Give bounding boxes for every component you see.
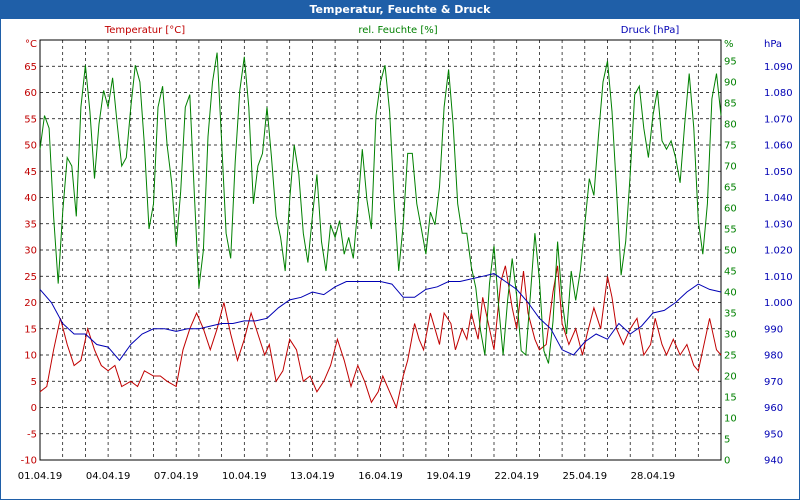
y-tick-label-humidity: 40: [724, 288, 737, 299]
x-tick-label: 07.04.19: [154, 471, 199, 482]
y-tick-label-pressure: 1.030: [764, 219, 793, 230]
y-tick-label-temperature: 0: [31, 403, 37, 414]
x-tick-label: 25.04.19: [563, 471, 608, 482]
y-tick-label-temperature: 50: [24, 141, 37, 152]
y-tick-label-temperature: 55: [24, 114, 37, 125]
y-tick-label-temperature: 45: [24, 167, 37, 178]
x-tick-label: 10.04.19: [222, 471, 267, 482]
y-tick-label-pressure: 990: [764, 324, 783, 335]
y-tick-label-pressure: 1.050: [764, 167, 793, 178]
y-tick-label-temperature: 10: [24, 351, 37, 362]
x-tick-label: 04.04.19: [86, 471, 131, 482]
y-tick-label-humidity: 15: [724, 393, 737, 404]
y-tick-label-humidity: 0: [724, 456, 730, 467]
y-tick-label-pressure: 950: [764, 429, 783, 440]
y-tick-label-humidity: 25: [724, 351, 737, 362]
y-tick-label-pressure: 960: [764, 403, 783, 414]
y-tick-label-temperature: 15: [24, 324, 37, 335]
y-tick-label-humidity: 35: [724, 309, 737, 320]
y-axis-unit-humidity: %: [724, 39, 734, 50]
y-tick-label-pressure: 1.020: [764, 246, 793, 257]
y-tick-label-humidity: 70: [724, 162, 737, 173]
y-tick-label-pressure: 1.060: [764, 141, 793, 152]
y-tick-label-temperature: 65: [24, 62, 37, 73]
x-tick-label: 16.04.19: [358, 471, 403, 482]
y-tick-label-pressure: 1.000: [764, 298, 793, 309]
y-tick-label-pressure: 1.040: [764, 193, 793, 204]
x-tick-label: 01.04.19: [18, 471, 63, 482]
y-tick-label-temperature: 60: [24, 88, 37, 99]
y-tick-label-humidity: 50: [724, 246, 737, 257]
legend-pressure: Druck [hPa]: [621, 25, 680, 36]
chart-title: Temperatur, Feuchte & Druck: [1, 1, 799, 19]
series-line-pressure: [39, 273, 722, 362]
y-tick-label-pressure: 1.010: [764, 272, 793, 283]
y-tick-label-humidity: 95: [724, 57, 737, 68]
y-tick-label-pressure: 1.080: [764, 88, 793, 99]
y-tick-label-temperature: 35: [24, 219, 37, 230]
y-tick-label-humidity: 20: [724, 372, 737, 383]
y-tick-label-temperature: 20: [24, 298, 37, 309]
series-line-humidity: [39, 52, 722, 364]
x-tick-label: 28.04.19: [631, 471, 676, 482]
y-tick-label-humidity: 75: [724, 141, 737, 152]
y-tick-label-pressure: 980: [764, 351, 783, 362]
y-tick-label-humidity: 10: [724, 414, 737, 425]
y-tick-label-humidity: 30: [724, 330, 737, 341]
y-tick-label-pressure: 970: [764, 377, 783, 388]
y-axis-unit-temperature: °C: [25, 39, 37, 50]
y-tick-label-humidity: 5: [724, 435, 730, 446]
y-axis-unit-pressure: hPa: [764, 39, 782, 50]
y-tick-label-humidity: 80: [724, 120, 737, 131]
y-tick-label-temperature: 40: [24, 193, 37, 204]
y-tick-label-pressure: 1.090: [764, 62, 793, 73]
y-tick-label-temperature: 30: [24, 246, 37, 257]
y-tick-label-humidity: 85: [724, 99, 737, 110]
y-tick-label-pressure: 1.070: [764, 114, 793, 125]
y-tick-label-temperature: -10: [21, 456, 37, 467]
y-tick-label-humidity: 55: [724, 225, 737, 236]
legend-humidity: rel. Feuchte [%]: [358, 25, 437, 36]
legend-temperature: Temperatur [°C]: [104, 25, 185, 36]
y-tick-label-humidity: 45: [724, 267, 737, 278]
y-tick-label-humidity: 60: [724, 204, 737, 215]
x-tick-label: 13.04.19: [290, 471, 335, 482]
x-tick-label: 22.04.19: [494, 471, 539, 482]
series-line-temperature: [39, 265, 722, 410]
y-tick-label-pressure: 940: [764, 456, 783, 467]
x-tick-label: 19.04.19: [426, 471, 471, 482]
y-tick-label-temperature: 25: [24, 272, 37, 283]
y-tick-label-temperature: 5: [31, 377, 37, 388]
y-tick-label-humidity: 90: [724, 78, 737, 89]
y-tick-label-temperature: -5: [27, 429, 37, 440]
plot-frame: [39, 39, 722, 461]
y-tick-label-humidity: 65: [724, 183, 737, 194]
